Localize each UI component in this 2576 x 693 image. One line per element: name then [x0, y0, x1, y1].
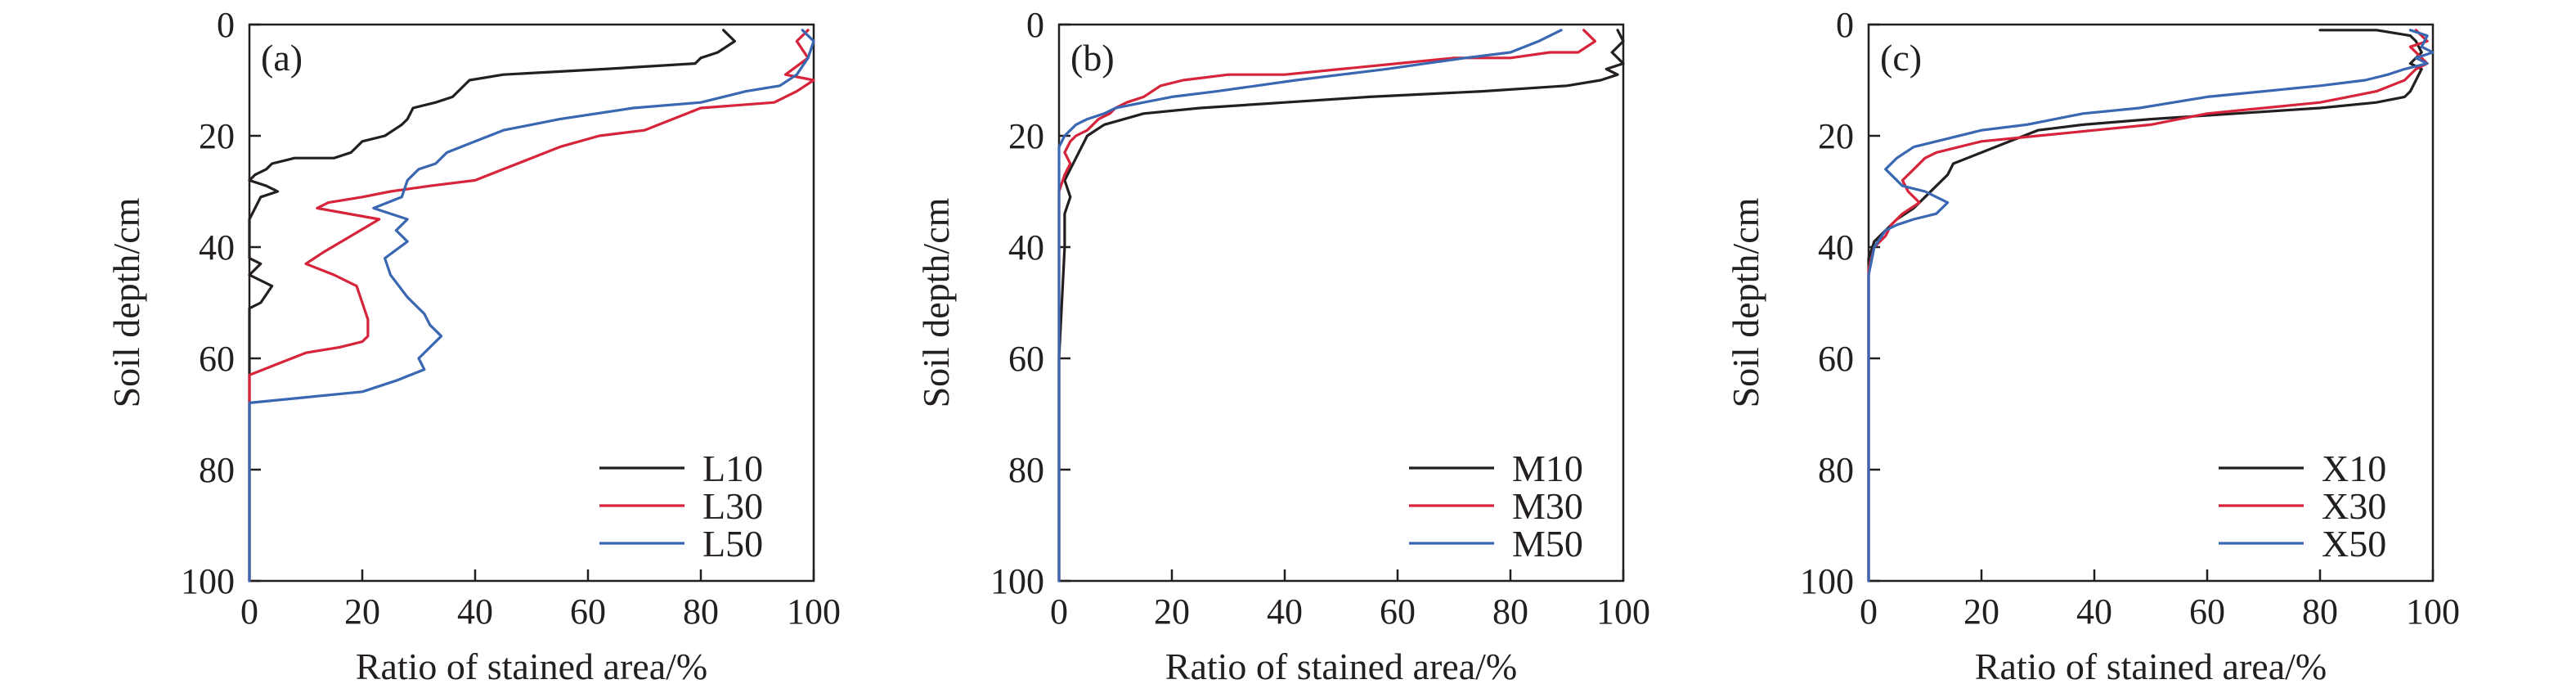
legend-label: X10 — [2322, 448, 2386, 489]
y-tick-label: 60 — [199, 339, 235, 379]
y-tick-label: 60 — [1818, 339, 1854, 379]
y-tick-label: 80 — [1818, 450, 1854, 490]
x-tick-label: 0 — [1050, 592, 1068, 632]
legend-label: X30 — [2322, 485, 2386, 527]
x-tick-label: 0 — [240, 592, 258, 632]
y-tick-label: 0 — [217, 5, 235, 45]
series-line-x50 — [1867, 29, 2435, 583]
y-tick-label: 0 — [1836, 5, 1854, 45]
series-line-l10 — [248, 29, 737, 583]
x-tick-label: 20 — [344, 592, 380, 632]
y-tick-label: 40 — [199, 227, 235, 268]
legend-label: L30 — [702, 485, 763, 527]
x-tick-label: 40 — [1267, 592, 1303, 632]
legend-label: L50 — [702, 523, 763, 565]
x-tick-label: 80 — [683, 592, 719, 632]
x-tick-label: 100 — [2406, 592, 2460, 632]
x-tick-label: 20 — [1154, 592, 1190, 632]
x-axis-title: Ratio of stained area/% — [356, 646, 707, 687]
y-axis-title: Soil depth/cm — [1725, 197, 1766, 407]
y-tick-label: 80 — [1008, 450, 1044, 490]
y-tick-label: 60 — [1008, 339, 1044, 379]
x-tick-label: 0 — [1860, 592, 1878, 632]
y-axis-title: Soil depth/cm — [105, 197, 147, 407]
legend-label: L10 — [702, 448, 763, 489]
x-axis-title: Ratio of stained area/% — [1975, 646, 2327, 687]
y-tick-label: 40 — [1818, 227, 1854, 268]
x-tick-label: 60 — [570, 592, 606, 632]
y-tick-label: 80 — [199, 450, 235, 490]
panel-label: (b) — [1070, 37, 1115, 79]
x-tick-label: 80 — [1492, 592, 1528, 632]
x-tick-label: 100 — [1596, 592, 1650, 632]
x-tick-label: 60 — [2189, 592, 2225, 632]
legend-label: X50 — [2322, 523, 2386, 565]
x-tick-label: 20 — [1963, 592, 1999, 632]
y-tick-label: 20 — [1008, 116, 1044, 156]
legend-label: M10 — [1512, 448, 1583, 489]
x-tick-label: 60 — [1380, 592, 1416, 632]
legend-label: M50 — [1512, 523, 1583, 565]
y-axis-title: Soil depth/cm — [915, 197, 957, 407]
y-tick-label: 0 — [1026, 5, 1044, 45]
plot-frame — [248, 23, 815, 583]
y-tick-label: 100 — [1800, 561, 1854, 601]
series-line-m30 — [1057, 29, 1597, 583]
x-tick-label: 40 — [457, 592, 493, 632]
y-tick-label: 20 — [1818, 116, 1854, 156]
panel-label: (c) — [1880, 37, 1922, 79]
series-line-l50 — [248, 29, 815, 583]
y-tick-label: 20 — [199, 116, 235, 156]
series-line-m50 — [1057, 29, 1563, 583]
legend-label: M30 — [1512, 485, 1583, 527]
x-tick-label: 40 — [2076, 592, 2112, 632]
panel-label: (a) — [261, 37, 303, 79]
y-tick-label: 100 — [181, 561, 235, 601]
y-tick-label: 40 — [1008, 227, 1044, 268]
series-line-m10 — [1057, 29, 1625, 583]
y-tick-label: 100 — [990, 561, 1044, 601]
series-line-l30 — [248, 29, 815, 583]
x-tick-label: 100 — [787, 592, 841, 632]
x-tick-label: 80 — [2302, 592, 2338, 632]
x-axis-title: Ratio of stained area/% — [1165, 646, 1517, 687]
